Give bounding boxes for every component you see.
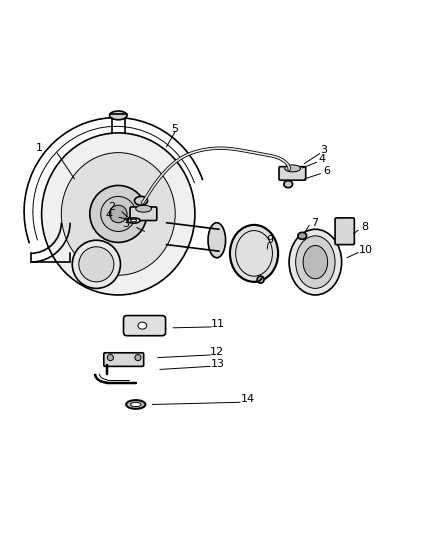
Ellipse shape bbox=[131, 219, 137, 222]
Ellipse shape bbox=[289, 229, 342, 295]
Ellipse shape bbox=[230, 225, 278, 282]
Text: 2: 2 bbox=[108, 203, 115, 212]
Ellipse shape bbox=[138, 322, 147, 329]
FancyBboxPatch shape bbox=[124, 316, 166, 336]
Text: 13: 13 bbox=[211, 359, 225, 369]
Circle shape bbox=[101, 197, 136, 231]
Text: 9: 9 bbox=[267, 235, 274, 245]
Ellipse shape bbox=[136, 205, 152, 212]
Text: 7: 7 bbox=[311, 217, 318, 228]
Text: 3: 3 bbox=[321, 146, 328, 156]
Text: 4: 4 bbox=[318, 154, 325, 164]
Ellipse shape bbox=[208, 223, 226, 258]
Ellipse shape bbox=[131, 402, 141, 407]
Text: 14: 14 bbox=[240, 394, 254, 404]
Text: 4: 4 bbox=[105, 210, 112, 220]
Ellipse shape bbox=[285, 165, 300, 172]
FancyBboxPatch shape bbox=[279, 167, 306, 180]
Ellipse shape bbox=[61, 152, 175, 275]
Circle shape bbox=[107, 354, 113, 361]
Ellipse shape bbox=[284, 166, 297, 174]
Text: 3: 3 bbox=[123, 219, 130, 229]
Circle shape bbox=[135, 354, 141, 361]
Ellipse shape bbox=[127, 218, 140, 223]
Text: 12: 12 bbox=[210, 347, 224, 357]
Text: 11: 11 bbox=[211, 319, 225, 329]
Ellipse shape bbox=[42, 133, 195, 295]
Text: 6: 6 bbox=[323, 166, 330, 176]
FancyBboxPatch shape bbox=[104, 353, 144, 366]
Ellipse shape bbox=[284, 181, 293, 188]
Text: 8: 8 bbox=[361, 222, 368, 232]
Ellipse shape bbox=[303, 246, 328, 279]
Ellipse shape bbox=[110, 111, 127, 120]
Text: 5: 5 bbox=[171, 124, 178, 134]
FancyBboxPatch shape bbox=[335, 218, 354, 245]
Text: 1: 1 bbox=[36, 143, 43, 154]
Ellipse shape bbox=[296, 236, 335, 288]
FancyBboxPatch shape bbox=[130, 207, 157, 221]
Ellipse shape bbox=[126, 400, 145, 409]
Ellipse shape bbox=[72, 240, 120, 288]
Circle shape bbox=[110, 205, 127, 223]
Ellipse shape bbox=[79, 247, 114, 282]
Ellipse shape bbox=[257, 276, 264, 283]
Text: 10: 10 bbox=[359, 245, 373, 255]
Ellipse shape bbox=[298, 232, 307, 239]
Circle shape bbox=[90, 185, 147, 243]
Ellipse shape bbox=[134, 197, 148, 205]
